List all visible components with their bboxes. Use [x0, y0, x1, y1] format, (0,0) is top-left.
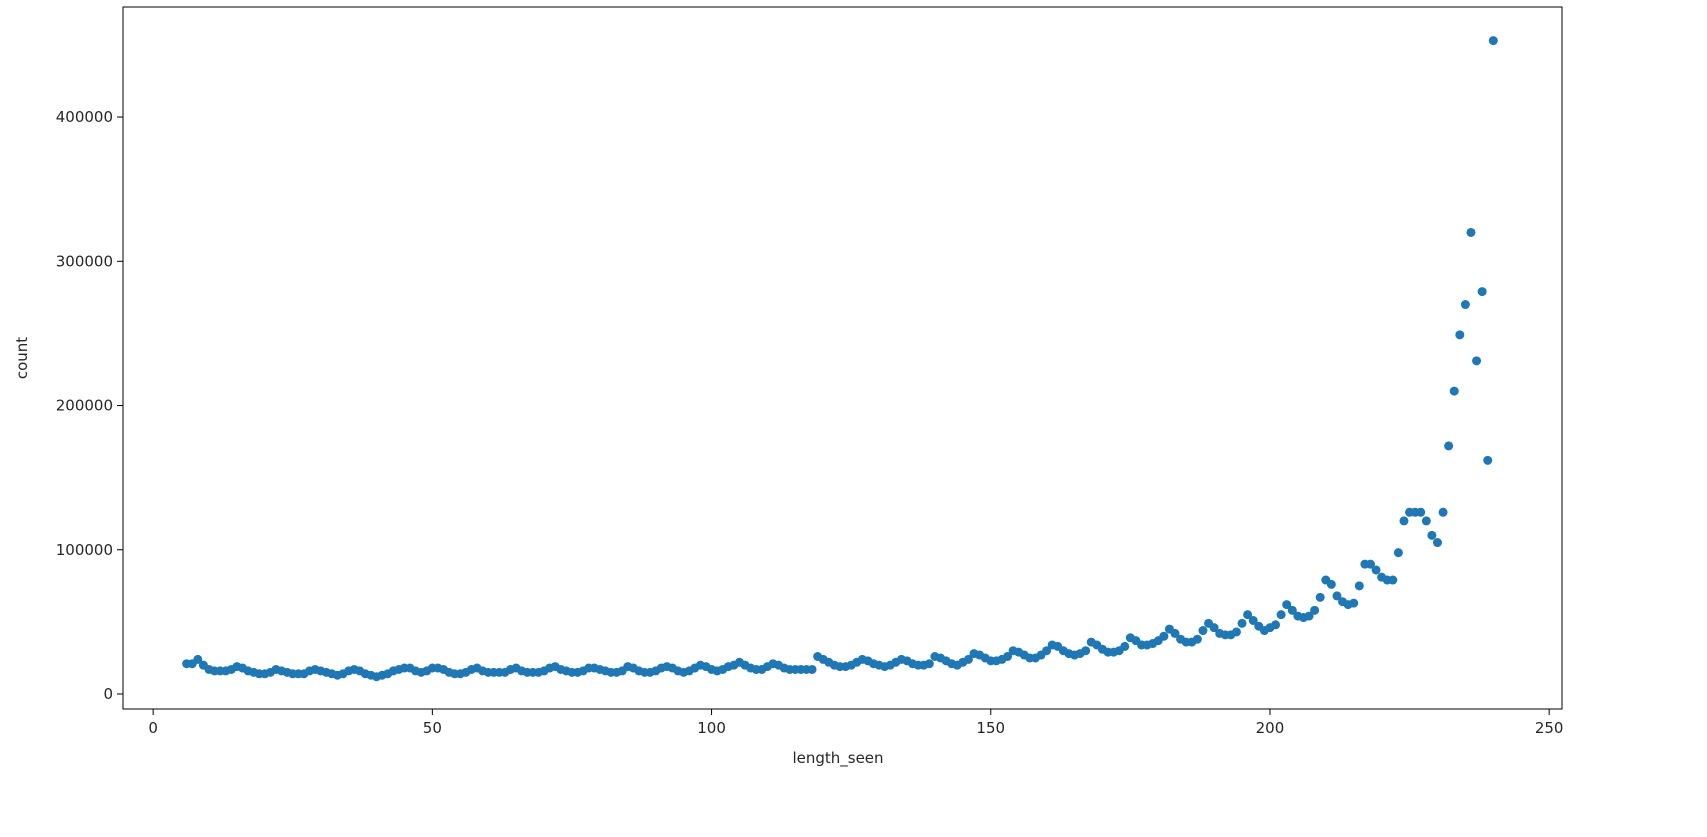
point: [1310, 605, 1320, 615]
point: [1349, 598, 1359, 608]
point: [1003, 651, 1013, 661]
point: [1427, 530, 1437, 540]
point: [1393, 548, 1403, 558]
x-axis-label: length_seen: [792, 749, 883, 768]
point: [1365, 559, 1375, 569]
x-tick-label: 0: [148, 719, 158, 737]
y-axis-label: count: [13, 337, 31, 379]
x-tick-label: 100: [697, 719, 726, 737]
point: [1460, 300, 1470, 310]
point: [1421, 516, 1431, 526]
point: [1466, 227, 1476, 237]
point: [1371, 565, 1381, 575]
point: [1432, 538, 1442, 548]
point: [1416, 507, 1426, 517]
point: [1315, 592, 1325, 602]
point: [963, 654, 973, 664]
point: [1120, 641, 1130, 651]
point: [1354, 581, 1364, 591]
point: [1488, 36, 1498, 46]
x-tick-label: 50: [423, 719, 442, 737]
x-tick-label: 150: [976, 719, 1005, 737]
point: [1231, 627, 1241, 637]
point: [1449, 386, 1459, 396]
point: [1243, 610, 1253, 620]
point: [1042, 646, 1052, 656]
point: [1159, 631, 1169, 641]
point: [1326, 579, 1336, 589]
point: [1209, 623, 1219, 633]
y-tick-label: 100000: [56, 541, 113, 559]
y-tick-label: 400000: [56, 108, 113, 126]
point: [1477, 287, 1487, 297]
point: [1399, 516, 1409, 526]
point: [1237, 618, 1247, 628]
point: [1287, 605, 1297, 615]
point: [1248, 615, 1258, 625]
y-tick-label: 200000: [56, 397, 113, 415]
point: [924, 659, 934, 669]
point: [807, 664, 817, 674]
point: [1444, 441, 1454, 451]
point: [1271, 620, 1281, 630]
point: [1388, 575, 1398, 585]
point: [1438, 507, 1448, 517]
y-tick-label: 0: [103, 685, 113, 703]
plot-frame: [122, 6, 1563, 710]
point: [1170, 628, 1180, 638]
point: [193, 654, 203, 664]
point: [1282, 600, 1292, 610]
point: [1483, 455, 1493, 465]
point: [1304, 611, 1314, 621]
point: [1332, 591, 1342, 601]
point: [1472, 356, 1482, 366]
point: [1081, 646, 1091, 656]
point: [1276, 610, 1286, 620]
point: [1192, 634, 1202, 644]
point: [1198, 626, 1208, 636]
y-tick-label: 300000: [56, 252, 113, 270]
point: [1455, 330, 1465, 340]
x-tick-label: 200: [1256, 719, 1285, 737]
x-tick-label: 250: [1535, 719, 1564, 737]
